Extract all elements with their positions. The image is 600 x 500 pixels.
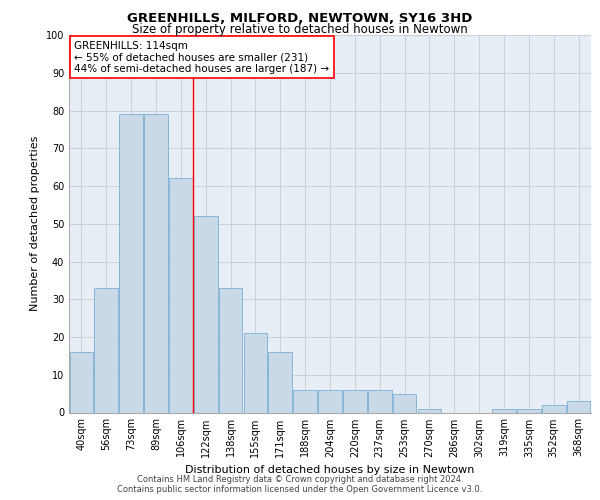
Bar [219,288,242,412]
Text: Size of property relative to detached houses in Newtown: Size of property relative to detached ho… [132,22,468,36]
Bar [293,390,317,412]
Bar [169,178,193,412]
Bar [567,401,590,412]
Bar [343,390,367,412]
Bar [517,408,541,412]
Text: Contains HM Land Registry data © Crown copyright and database right 2024.
Contai: Contains HM Land Registry data © Crown c… [118,474,482,494]
Bar [318,390,342,412]
Bar [393,394,416,412]
Bar [144,114,168,412]
Text: GREENHILLS, MILFORD, NEWTOWN, SY16 3HD: GREENHILLS, MILFORD, NEWTOWN, SY16 3HD [127,12,473,24]
Y-axis label: Number of detached properties: Number of detached properties [30,136,40,312]
Bar [268,352,292,412]
Bar [492,408,516,412]
Text: GREENHILLS: 114sqm
← 55% of detached houses are smaller (231)
44% of semi-detach: GREENHILLS: 114sqm ← 55% of detached hou… [74,40,329,74]
Bar [368,390,392,412]
Bar [542,405,566,412]
Bar [194,216,218,412]
Bar [94,288,118,412]
Bar [244,333,267,412]
Bar [119,114,143,412]
Bar [418,408,441,412]
Bar [70,352,93,412]
X-axis label: Distribution of detached houses by size in Newtown: Distribution of detached houses by size … [185,465,475,475]
